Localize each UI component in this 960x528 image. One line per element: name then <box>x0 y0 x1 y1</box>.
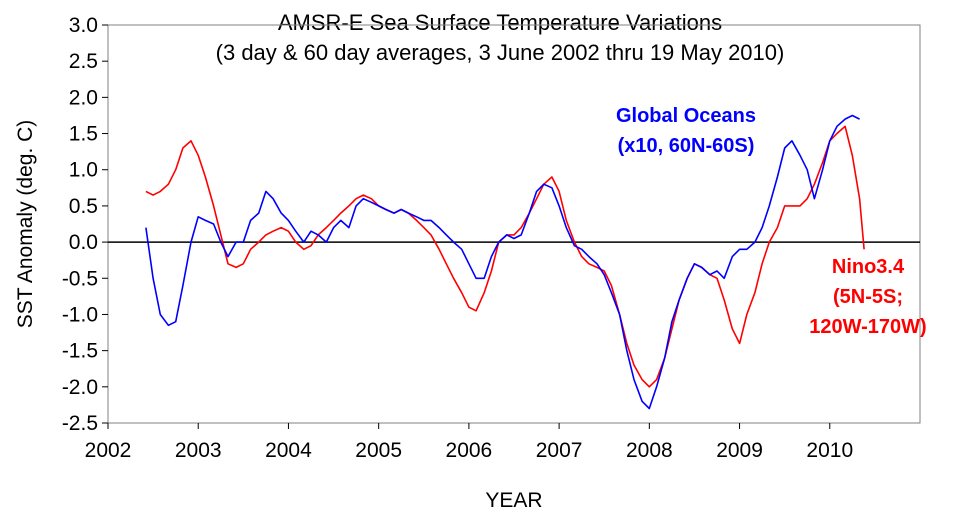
y-tick-label: -2.5 <box>62 412 98 435</box>
y-tick-label: -2.0 <box>62 376 98 399</box>
series-line-nino34 <box>145 125 865 388</box>
x-tick-label: 2007 <box>536 439 583 462</box>
y-tick-label: -1.0 <box>62 303 98 326</box>
y-tick-label: -1.5 <box>62 340 98 363</box>
y-tick-label: 3.0 <box>69 14 98 37</box>
nino-label-3: 120W-170W) <box>809 316 926 338</box>
y-tick-label: 1.5 <box>69 123 98 146</box>
x-tick-label: 2004 <box>265 439 312 462</box>
x-axis: 2002 2003 2004 2005 2006 2007 2008 2009 2010 <box>85 423 853 462</box>
x-tick-label: 2006 <box>446 439 493 462</box>
x-tick-label: 2008 <box>626 439 673 462</box>
x-tick-label: 2009 <box>716 439 763 462</box>
global-label-1: Global Oceans <box>616 105 756 127</box>
y-tick-label: -0.5 <box>62 267 98 290</box>
y-axis-label: SST Anomaly (deg. C) <box>14 120 37 329</box>
y-tick-label: 0.0 <box>69 231 98 254</box>
chart-title: AMSR-E Sea Surface Temperature Variation… <box>278 10 722 35</box>
y-tick-label: 0.5 <box>69 195 98 218</box>
y-tick-label: 1.0 <box>69 159 98 182</box>
x-axis-label: YEAR <box>485 489 542 512</box>
x-tick-label: 2003 <box>175 439 222 462</box>
nino-label-2: (5N-5S; <box>833 286 903 308</box>
y-tick-label: 2.0 <box>69 86 98 109</box>
x-tick-label: 2010 <box>806 439 853 462</box>
plot-frame <box>107 24 921 424</box>
global-label-2: (x10, 60N-60S) <box>618 135 755 157</box>
x-tick-label: 2005 <box>355 439 402 462</box>
chart-subtitle: (3 day & 60 day averages, 3 June 2002 th… <box>216 40 785 65</box>
y-axis: 3.0 2.5 2.0 1.5 1.0 0.5 0.0 -0.5 -1.0 -1.5 -2.0 -2.… <box>62 14 108 435</box>
nino-label-1: Nino3.4 <box>832 256 905 278</box>
y-tick-label: 2.5 <box>69 50 98 73</box>
x-tick-label: 2002 <box>85 439 132 462</box>
series-line-global-oceans <box>145 114 860 410</box>
